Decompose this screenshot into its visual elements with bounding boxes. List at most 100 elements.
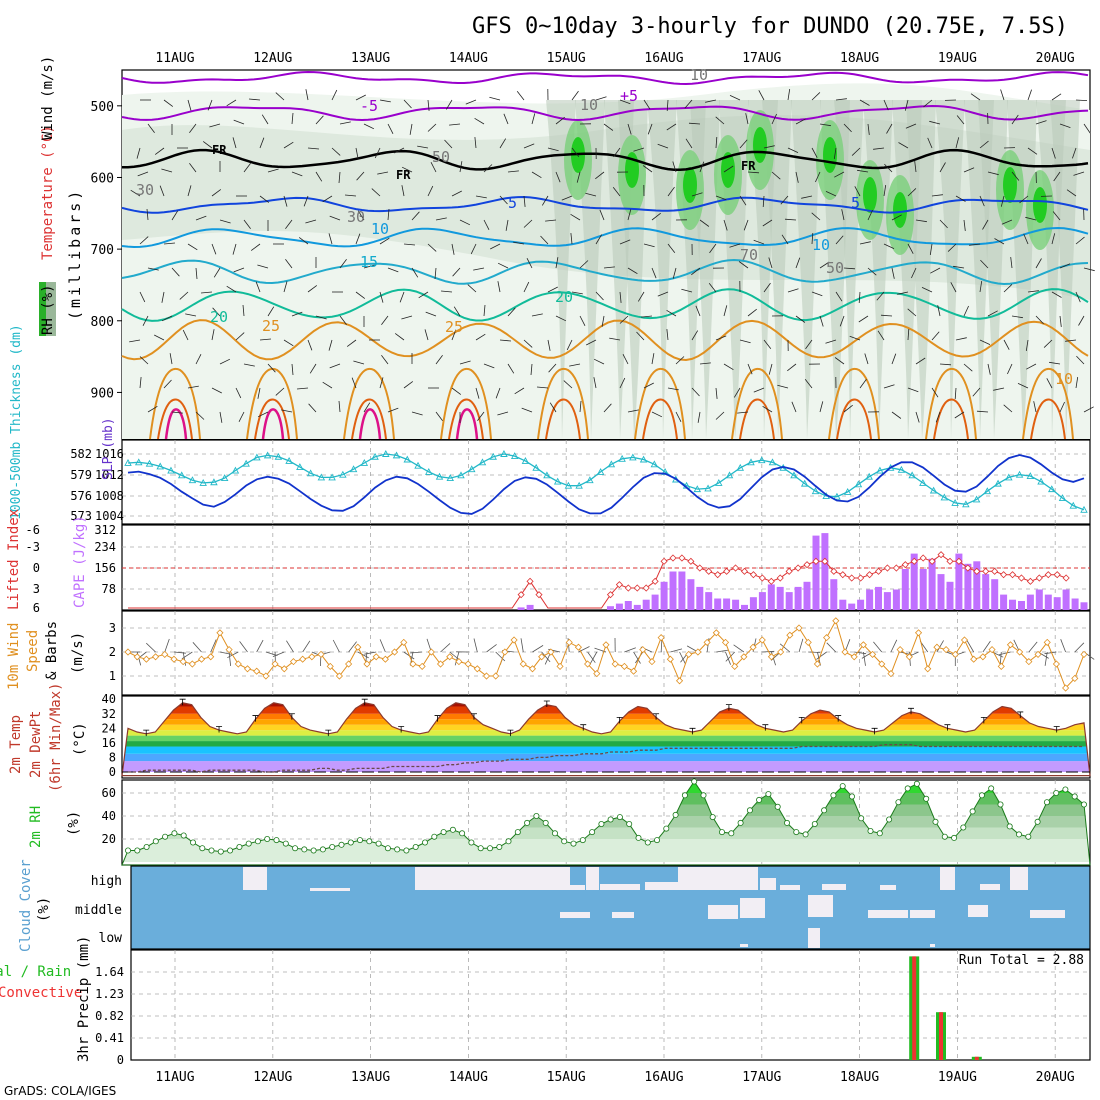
thickness-point (177, 471, 186, 479)
wind-barb (483, 164, 493, 173)
wind-barb (758, 90, 765, 101)
wind10m-speed-point (455, 658, 463, 666)
wind-barb (213, 267, 221, 278)
wind-barb (545, 219, 557, 222)
wind-barb (891, 411, 902, 419)
wind-barb (163, 99, 174, 107)
wind-barb (859, 378, 867, 389)
precip-convective-bar (912, 956, 917, 1060)
cape-bar (1018, 601, 1025, 610)
lifted-index-point (973, 567, 981, 575)
cloud-free-block (243, 867, 267, 890)
wind-barb (867, 209, 873, 221)
wind-barb (675, 411, 682, 422)
cape-bar (749, 597, 757, 610)
wind-barb (570, 233, 573, 245)
cape-bar (1026, 594, 1034, 610)
wind10m-speed-point (611, 660, 619, 668)
wind-barb (667, 243, 676, 253)
lifted-index-point (615, 581, 623, 589)
wind-barb (787, 89, 791, 101)
wind10m-speed-point (225, 646, 233, 654)
wind-barb (497, 262, 509, 269)
thickness-point (983, 487, 992, 495)
wind-barb (651, 212, 661, 221)
wind-barb (1051, 147, 1056, 159)
thickness-point (575, 481, 583, 489)
wind-legend-label: Wind (m/s) (40, 56, 56, 140)
wind10m-speed-point (1071, 674, 1079, 682)
wind-barb (849, 335, 861, 341)
wind-barb (315, 115, 324, 125)
y-tick-label: 312 (94, 523, 116, 537)
wind-barb (187, 99, 192, 111)
rh-high-core (1003, 167, 1017, 203)
rh2m-point (524, 819, 531, 826)
y-tick-label: 0 (117, 1053, 124, 1067)
thickness-point (1080, 505, 1088, 513)
wind-barb (339, 315, 347, 326)
wind-barb (331, 89, 338, 101)
wind-barb (351, 377, 357, 389)
wind-barb (211, 387, 222, 394)
lifted-index-point (946, 557, 954, 565)
wind-barb (753, 239, 765, 245)
wind10m-speed-point (381, 655, 389, 663)
wind10m-speed-point (280, 665, 288, 673)
wind-barb (211, 243, 217, 255)
cape-bar (919, 569, 927, 610)
temperature-contour (739, 398, 775, 440)
wind-barb (883, 243, 895, 249)
wind-barb (603, 123, 614, 131)
thickness-point (715, 478, 723, 486)
wind10m-barb (966, 640, 975, 653)
wind10m-speed-point (584, 660, 592, 668)
wind-barb (864, 353, 869, 365)
wind-barb (601, 315, 605, 327)
wind-barb (255, 281, 261, 293)
wind-barb (979, 339, 991, 345)
lifted-index-point (633, 584, 641, 592)
wind10m-barb (520, 638, 524, 653)
wind-barb (1052, 211, 1061, 221)
wind-barb (243, 219, 251, 230)
wind-barb (804, 379, 813, 389)
wind-barb (955, 137, 960, 149)
wind-barb (1035, 120, 1047, 125)
thickness-point (124, 459, 132, 466)
wind-barb (884, 163, 893, 173)
wind-barb (622, 354, 629, 365)
wind10m-speed-point (979, 653, 987, 661)
wind-barb (891, 214, 902, 221)
cape-bar (651, 594, 659, 610)
wind-barb (970, 93, 981, 101)
thickness-point (747, 458, 755, 466)
bottom-date-label: 20AUG (1036, 1070, 1075, 1085)
wind-barb (489, 96, 501, 101)
wind-barb (257, 411, 269, 418)
thickness-point (596, 467, 605, 475)
minmax-marker (398, 726, 405, 733)
rh2m-point (1081, 801, 1088, 808)
thickness-point (510, 452, 519, 460)
wind10m-barb (495, 651, 506, 662)
minmax-marker (434, 715, 441, 722)
wind10m-speed-point (556, 662, 564, 670)
cloud-free-block (645, 882, 680, 890)
wind-barb (873, 147, 885, 150)
rh2m-point (784, 819, 791, 826)
wind-barb (768, 363, 773, 375)
lifted-index-point (1017, 574, 1026, 582)
cape-bar (821, 533, 829, 610)
wind-barb (684, 99, 693, 109)
wind-barb (691, 330, 699, 341)
rh2m-point (607, 816, 614, 823)
wind-barb (762, 219, 773, 227)
thickness-point (339, 470, 347, 478)
wind-barb (691, 267, 701, 276)
wind-barb (547, 339, 551, 351)
wind-barb (309, 363, 317, 374)
wind-barb (672, 161, 677, 173)
cape-bar (857, 599, 865, 610)
wind-barb (285, 219, 293, 230)
